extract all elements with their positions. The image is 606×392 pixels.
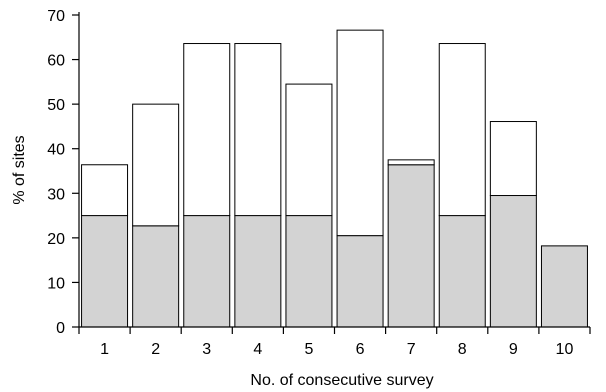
y-tick-label: 30 (47, 186, 65, 203)
x-axis: 1 2 3 4 5 6 7 8 9 10 (78, 326, 591, 358)
bar-segment-8-upper (438, 43, 486, 217)
x-tick-label: 3 (202, 341, 211, 358)
x-tick-label: 2 (151, 341, 160, 358)
x-tick-label: 7 (407, 341, 416, 358)
bar-segment-9-upper (489, 121, 537, 197)
x-tick-label: 5 (304, 341, 313, 358)
y-tick-label: 20 (47, 231, 65, 248)
y-tick-label: 70 (47, 8, 65, 25)
x-tick-label: 9 (509, 341, 518, 358)
bar-segment-4-lower (234, 215, 282, 328)
y-axis-title: % of sites (11, 135, 28, 204)
bar-segment-4-upper (234, 43, 282, 217)
y-tick-label: 0 (56, 320, 65, 337)
bar-segment-10-lower (540, 245, 588, 328)
bar-segment-8-lower (438, 215, 486, 328)
bar-segment-5-lower (285, 215, 333, 328)
x-tick-label: 4 (253, 341, 262, 358)
bar-segment-9-lower (489, 195, 537, 328)
y-tick-label: 40 (47, 142, 65, 159)
bar-segment-3-upper (183, 43, 231, 217)
y-tick-label: 10 (47, 275, 65, 292)
bar-segment-7-lower (387, 164, 435, 328)
y-axis: 0 10 20 30 40 50 60 70 (47, 8, 80, 337)
bar-segment-1-upper (81, 164, 129, 217)
x-tick-label: 1 (100, 341, 109, 358)
bar-segment-6-upper (336, 29, 384, 237)
bar-segment-7-upper (387, 159, 435, 166)
bar-segment-2-lower (132, 225, 180, 328)
bar-segment-1-lower (81, 215, 129, 328)
bar-segment-2-upper (132, 103, 180, 227)
y-tick-label: 50 (47, 97, 65, 114)
bar-segment-3-lower (183, 215, 231, 328)
bar-segment-5-upper (285, 83, 333, 217)
x-tick-label: 8 (458, 341, 467, 358)
bar-segment-6-lower (336, 235, 384, 328)
x-tick-label: 6 (356, 341, 365, 358)
x-tick-label: 10 (556, 341, 574, 358)
x-axis-title: No. of consecutive survey (250, 372, 433, 389)
bars-group (81, 29, 588, 328)
y-tick-label: 60 (47, 53, 65, 70)
